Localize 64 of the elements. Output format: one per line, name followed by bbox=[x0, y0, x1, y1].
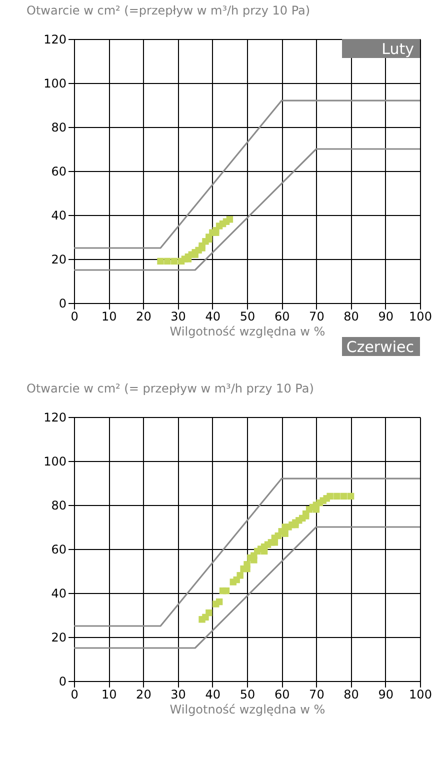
x-tick-label: 20 bbox=[136, 688, 152, 702]
point bbox=[282, 530, 288, 537]
y-tick-label: 60 bbox=[51, 164, 66, 178]
x-tick-label: 30 bbox=[170, 310, 186, 324]
point bbox=[206, 236, 212, 243]
point bbox=[260, 548, 268, 555]
point bbox=[302, 512, 310, 520]
x-tick-label: 70 bbox=[309, 310, 324, 324]
y-tick-label: 0 bbox=[58, 296, 66, 310]
y-tick-label: 20 bbox=[51, 630, 66, 644]
x-tick-label: 70 bbox=[309, 688, 324, 702]
point bbox=[244, 565, 250, 572]
y-tick-label: 40 bbox=[51, 208, 66, 222]
y-tick-label: 80 bbox=[51, 120, 66, 134]
y-axis-title: Otwarcie w cm² (=przepływ w m³/h przy 10 Pa) bbox=[26, 4, 310, 18]
annotation: Luty bbox=[382, 40, 414, 58]
x-tick-label: 100 bbox=[409, 310, 432, 324]
x-tick-label: 60 bbox=[274, 688, 290, 702]
point bbox=[340, 492, 348, 500]
point bbox=[164, 258, 171, 265]
x-tick-label: 50 bbox=[240, 688, 256, 702]
point bbox=[226, 216, 234, 223]
x-tick-label: 90 bbox=[378, 310, 394, 324]
x-tick-label: 0 bbox=[70, 310, 78, 324]
y-tick-label: 80 bbox=[51, 498, 66, 512]
x-tick-label: 60 bbox=[274, 310, 290, 324]
y-axis-title: Otwarcie w cm² (= przepływ w m³/h przy 10 Pa) bbox=[26, 382, 314, 396]
point bbox=[326, 492, 334, 500]
x-axis-title: Wilgotność względna w % bbox=[170, 324, 326, 338]
point bbox=[271, 539, 278, 546]
point bbox=[347, 492, 354, 500]
y-tick-label: 60 bbox=[51, 542, 66, 556]
x-tick-label: 10 bbox=[101, 688, 117, 702]
x-tick-label: 80 bbox=[344, 310, 359, 324]
y-tick-label: 120 bbox=[44, 410, 66, 424]
point bbox=[250, 556, 258, 564]
point bbox=[222, 587, 230, 594]
y-tick-label: 20 bbox=[51, 252, 66, 266]
x-tick-label: 0 bbox=[70, 688, 78, 702]
y-tick-label: 100 bbox=[44, 76, 66, 90]
text: Czerwiec bbox=[346, 338, 414, 356]
point bbox=[312, 506, 320, 513]
x-tick-label: 90 bbox=[378, 688, 394, 702]
x-tick-label: 80 bbox=[344, 688, 359, 702]
point bbox=[198, 244, 206, 252]
x-tick-label: 50 bbox=[240, 310, 256, 324]
y-tick-label: 0 bbox=[58, 674, 66, 688]
y-tick-label: 100 bbox=[44, 454, 66, 468]
point bbox=[236, 572, 244, 579]
point bbox=[334, 492, 340, 500]
y-tick-label: 40 bbox=[51, 586, 66, 600]
point bbox=[157, 258, 164, 265]
x-axis-title: Wilgotność względna w % bbox=[170, 702, 326, 716]
point bbox=[206, 609, 212, 616]
x-tick-label: 100 bbox=[409, 688, 432, 702]
point bbox=[216, 598, 223, 606]
x-tick-label: 40 bbox=[205, 688, 221, 702]
point bbox=[170, 258, 178, 265]
point bbox=[184, 256, 192, 262]
x-tick-label: 20 bbox=[136, 310, 152, 324]
y-tick-label: 120 bbox=[44, 32, 66, 46]
x-tick-label: 30 bbox=[170, 688, 186, 702]
x-tick-label: 40 bbox=[205, 310, 221, 324]
x-tick-label: 10 bbox=[101, 310, 117, 324]
